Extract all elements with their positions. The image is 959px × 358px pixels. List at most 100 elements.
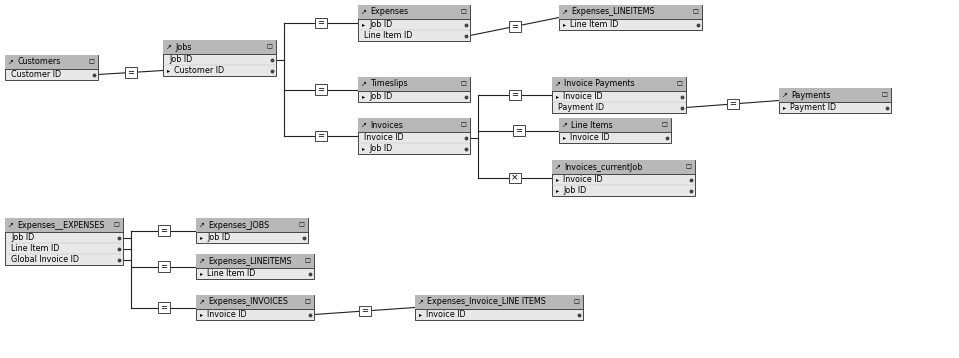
Text: =: = (511, 91, 519, 100)
FancyBboxPatch shape (415, 295, 583, 309)
Text: □: □ (676, 82, 682, 87)
Text: ▸: ▸ (167, 68, 170, 73)
FancyBboxPatch shape (358, 77, 470, 91)
Text: Invoice ID: Invoice ID (426, 310, 466, 319)
Text: ↗: ↗ (555, 81, 561, 87)
FancyBboxPatch shape (512, 125, 525, 136)
Text: ↗: ↗ (555, 164, 561, 170)
FancyBboxPatch shape (196, 295, 314, 309)
Text: □: □ (298, 223, 304, 227)
Text: Expenses_JOBS: Expenses_JOBS (208, 221, 269, 229)
Text: ▸: ▸ (783, 105, 786, 110)
Text: ↗: ↗ (199, 222, 205, 228)
FancyBboxPatch shape (315, 18, 327, 28)
FancyBboxPatch shape (163, 40, 276, 76)
Text: Job ID: Job ID (11, 233, 35, 242)
Text: Invoices: Invoices (370, 121, 403, 130)
Text: □: □ (113, 223, 119, 227)
Text: Job ID: Job ID (563, 186, 586, 195)
Text: □: □ (573, 300, 579, 305)
Text: ↗: ↗ (418, 299, 424, 305)
FancyBboxPatch shape (157, 225, 170, 236)
FancyBboxPatch shape (358, 118, 470, 154)
Text: Line Item ID: Line Item ID (570, 20, 619, 29)
Text: ▸: ▸ (419, 312, 422, 317)
Text: Expenses: Expenses (370, 8, 409, 16)
Text: Payments: Payments (791, 91, 830, 100)
Text: Expenses_INVOICES: Expenses_INVOICES (208, 297, 288, 306)
Text: ↗: ↗ (562, 122, 568, 128)
Text: Job ID: Job ID (369, 144, 392, 153)
FancyBboxPatch shape (415, 295, 583, 320)
Text: Line Item ID: Line Item ID (207, 269, 255, 278)
Text: Invoice Payments: Invoice Payments (564, 79, 635, 88)
Text: ↗: ↗ (8, 222, 13, 228)
Text: ▸: ▸ (563, 135, 566, 140)
FancyBboxPatch shape (779, 88, 891, 102)
FancyBboxPatch shape (196, 295, 314, 320)
Text: Timeslips: Timeslips (370, 79, 408, 88)
Text: ↗: ↗ (199, 299, 205, 305)
Text: □: □ (304, 300, 310, 305)
Text: □: □ (685, 164, 691, 169)
Text: Job ID: Job ID (369, 92, 392, 101)
FancyBboxPatch shape (358, 118, 470, 132)
FancyBboxPatch shape (358, 77, 470, 102)
Text: ▸: ▸ (362, 94, 365, 99)
FancyBboxPatch shape (727, 98, 738, 110)
Text: □: □ (304, 258, 310, 263)
FancyBboxPatch shape (559, 118, 671, 132)
Text: Job ID: Job ID (369, 20, 392, 29)
FancyBboxPatch shape (509, 90, 521, 101)
FancyBboxPatch shape (315, 131, 327, 141)
Text: □: □ (460, 122, 466, 127)
FancyBboxPatch shape (196, 254, 314, 279)
Text: Expenses__EXPENSES: Expenses__EXPENSES (17, 221, 105, 229)
Text: =: = (511, 22, 518, 31)
Text: ↗: ↗ (562, 9, 568, 15)
FancyBboxPatch shape (552, 160, 695, 174)
Text: Expenses_Invoice_LINE ITEMS: Expenses_Invoice_LINE ITEMS (427, 297, 546, 306)
FancyBboxPatch shape (508, 21, 521, 32)
FancyBboxPatch shape (559, 118, 671, 143)
Text: =: = (515, 126, 522, 135)
Text: ▸: ▸ (563, 22, 566, 27)
FancyBboxPatch shape (552, 77, 686, 113)
FancyBboxPatch shape (125, 67, 136, 78)
FancyBboxPatch shape (315, 84, 327, 95)
FancyBboxPatch shape (509, 173, 521, 183)
Text: =: = (317, 85, 324, 94)
Text: Invoice ID: Invoice ID (563, 92, 602, 101)
Text: =: = (361, 306, 368, 315)
Text: =: = (317, 19, 324, 28)
FancyBboxPatch shape (157, 261, 170, 272)
FancyBboxPatch shape (5, 55, 98, 80)
FancyBboxPatch shape (359, 305, 370, 316)
Text: ↗: ↗ (8, 59, 13, 65)
Text: Customer ID: Customer ID (11, 70, 61, 79)
Text: Invoice ID: Invoice ID (364, 133, 404, 142)
Text: ↗: ↗ (361, 81, 367, 87)
Text: □: □ (267, 44, 272, 49)
FancyBboxPatch shape (196, 254, 314, 268)
Text: □: □ (460, 82, 466, 87)
Text: Line Item ID: Line Item ID (364, 31, 412, 40)
Text: ▸: ▸ (200, 312, 203, 317)
FancyBboxPatch shape (552, 77, 686, 91)
Text: ↗: ↗ (199, 258, 205, 264)
Text: □: □ (460, 10, 466, 15)
Text: =: = (729, 100, 736, 108)
Text: Invoice ID: Invoice ID (570, 133, 610, 142)
Text: □: □ (881, 92, 887, 97)
Text: =: = (160, 303, 167, 312)
Text: =: = (317, 131, 324, 140)
Text: Line Items: Line Items (571, 121, 613, 130)
Text: Invoice ID: Invoice ID (563, 175, 602, 184)
FancyBboxPatch shape (5, 218, 123, 232)
Text: Expenses_LINEITEMS: Expenses_LINEITEMS (571, 8, 655, 16)
Text: Customers: Customers (17, 58, 60, 67)
Text: ▸: ▸ (200, 271, 203, 276)
Text: Customer ID: Customer ID (174, 66, 224, 75)
FancyBboxPatch shape (358, 5, 470, 19)
Text: ↗: ↗ (361, 9, 367, 15)
